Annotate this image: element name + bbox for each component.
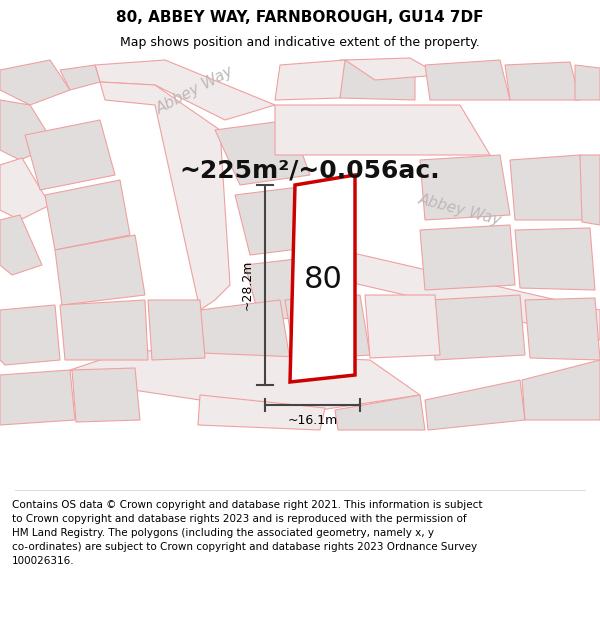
Polygon shape xyxy=(420,225,515,290)
Polygon shape xyxy=(525,298,600,360)
Text: 80, ABBEY WAY, FARNBOROUGH, GU14 7DF: 80, ABBEY WAY, FARNBOROUGH, GU14 7DF xyxy=(116,10,484,25)
Text: Map shows position and indicative extent of the property.: Map shows position and indicative extent… xyxy=(120,36,480,49)
Text: to Crown copyright and database rights 2023 and is reproduced with the permissio: to Crown copyright and database rights 2… xyxy=(12,514,467,524)
Polygon shape xyxy=(55,235,145,305)
Polygon shape xyxy=(335,395,425,430)
Text: ~225m²/~0.056ac.: ~225m²/~0.056ac. xyxy=(179,158,440,182)
Polygon shape xyxy=(148,300,205,360)
Polygon shape xyxy=(430,295,525,360)
Polygon shape xyxy=(60,300,148,360)
Polygon shape xyxy=(290,175,355,382)
Polygon shape xyxy=(25,120,115,190)
Polygon shape xyxy=(340,60,415,100)
Text: 80: 80 xyxy=(304,265,343,294)
Polygon shape xyxy=(522,360,600,420)
Polygon shape xyxy=(72,368,140,422)
Polygon shape xyxy=(580,155,600,225)
Polygon shape xyxy=(510,155,590,220)
Polygon shape xyxy=(245,255,345,320)
Text: 100026316.: 100026316. xyxy=(12,556,74,566)
Polygon shape xyxy=(215,120,310,185)
Text: Contains OS data © Crown copyright and database right 2021. This information is : Contains OS data © Crown copyright and d… xyxy=(12,500,482,510)
Polygon shape xyxy=(60,65,100,90)
Polygon shape xyxy=(100,82,230,310)
Polygon shape xyxy=(0,100,55,160)
Polygon shape xyxy=(0,370,75,425)
Text: HM Land Registry. The polygons (including the associated geometry, namely x, y: HM Land Registry. The polygons (includin… xyxy=(12,528,434,538)
Text: co-ordinates) are subject to Crown copyright and database rights 2023 Ordnance S: co-ordinates) are subject to Crown copyr… xyxy=(12,542,477,552)
Polygon shape xyxy=(365,295,440,358)
Polygon shape xyxy=(420,155,510,220)
Polygon shape xyxy=(200,300,290,365)
Polygon shape xyxy=(575,65,600,100)
Polygon shape xyxy=(345,58,440,80)
Polygon shape xyxy=(425,60,510,100)
Polygon shape xyxy=(340,250,600,340)
Polygon shape xyxy=(505,62,580,100)
Polygon shape xyxy=(285,295,370,360)
Polygon shape xyxy=(198,395,325,430)
Text: Abbey Way: Abbey Way xyxy=(154,63,236,117)
Polygon shape xyxy=(0,215,42,275)
Polygon shape xyxy=(0,60,70,105)
Polygon shape xyxy=(275,60,345,100)
Polygon shape xyxy=(70,350,420,410)
Polygon shape xyxy=(0,158,50,220)
Polygon shape xyxy=(95,60,275,120)
Text: ~28.2m: ~28.2m xyxy=(241,260,254,310)
Polygon shape xyxy=(235,185,330,255)
Text: Abbey Way: Abbey Way xyxy=(417,192,503,228)
Text: ~16.1m: ~16.1m xyxy=(287,414,338,428)
Polygon shape xyxy=(515,228,595,290)
Polygon shape xyxy=(0,305,60,365)
Polygon shape xyxy=(275,105,490,155)
Polygon shape xyxy=(425,380,525,430)
Polygon shape xyxy=(45,180,130,250)
